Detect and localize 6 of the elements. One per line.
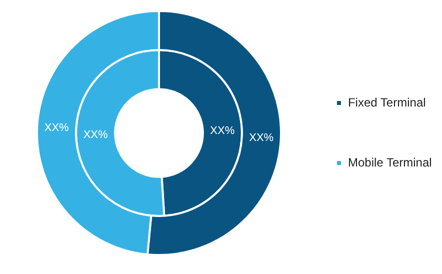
data-label: XX%: [83, 129, 108, 142]
data-label: XX%: [210, 125, 235, 138]
data-label: XX%: [249, 132, 274, 144]
legend-label: Fixed Terminal: [348, 95, 426, 110]
data-label: XX%: [44, 122, 70, 134]
legend-label: Mobile Terminal: [348, 155, 432, 170]
